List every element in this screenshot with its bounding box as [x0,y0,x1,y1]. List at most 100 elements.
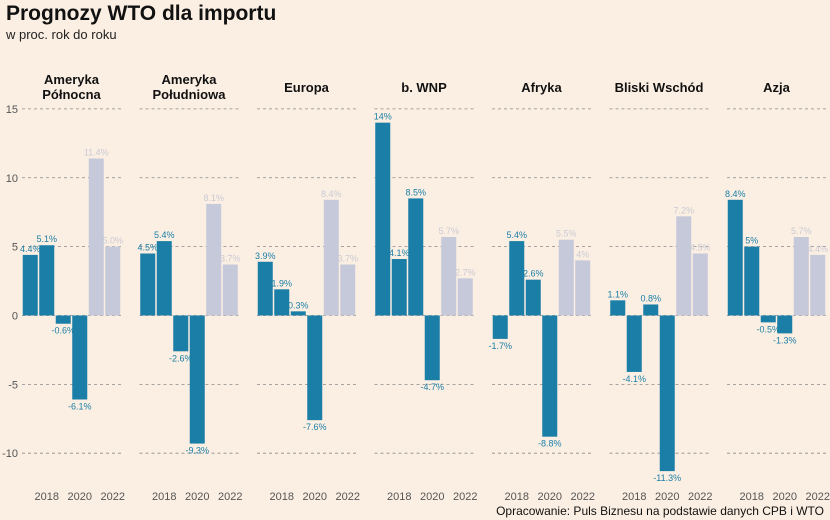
bar [156,241,172,316]
data-label: -0.6% [51,326,75,336]
bar [375,122,391,316]
bar [558,239,574,316]
data-label: 7.2% [673,205,694,215]
data-label: -2.6% [169,353,193,363]
y-tick-label: 15 [6,104,18,116]
facet-label: Bliski Wschód [615,80,704,95]
data-label: -8.8% [538,439,562,449]
data-label: 4.1% [389,248,410,258]
bar [55,315,71,324]
bar [441,236,457,316]
bar [22,254,38,316]
data-label: 5.1% [36,234,57,244]
data-label: -4.1% [622,374,646,384]
bar [222,264,238,316]
x-tick-label: 2018 [740,491,764,503]
bar [643,304,659,316]
data-label: -0.5% [756,324,780,334]
bar [274,289,290,316]
data-label: 5% [745,236,758,246]
bar [492,315,508,339]
bar [810,254,826,316]
bar [676,216,692,316]
x-tick-label: 2020 [538,491,562,503]
data-label: 5.5% [556,229,577,239]
data-label: 0.3% [288,300,309,310]
y-tick-label: 5 [12,242,18,254]
bar [509,241,525,316]
x-tick-label: 2018 [152,491,176,503]
data-label: -6.1% [68,401,92,411]
bar [206,203,222,316]
facet-label: Północna [42,87,101,102]
data-label: 3.7% [220,254,241,264]
data-label: 8.4% [321,189,342,199]
data-label: 5.0% [102,236,123,246]
data-label: 8.4% [725,189,746,199]
x-tick-label: 2022 [218,491,242,503]
bar [391,259,407,316]
x-tick-label: 2020 [773,491,797,503]
data-label: -1.7% [488,341,512,351]
bar [575,260,591,316]
bar [610,300,626,316]
data-label: 5.4% [154,230,175,240]
data-label: 8.1% [203,193,224,203]
bar [542,315,558,437]
x-tick-label: 2018 [270,491,294,503]
facet-label: b. WNP [401,80,447,95]
x-tick-label: 2020 [68,491,92,503]
x-tick-label: 2018 [505,491,529,503]
data-label: 1.1% [607,289,628,299]
data-label: 8.5% [405,187,426,197]
data-label: 4% [576,249,589,259]
y-tick-label: -5 [8,379,18,391]
bar [72,315,88,400]
bar [744,246,760,316]
x-tick-label: 2022 [806,491,830,503]
bar [525,279,541,316]
data-label: 5.7% [791,226,812,236]
x-tick-label: 2020 [655,491,679,503]
bar [626,315,642,372]
chart-title: Prognozy WTO dla importu [6,2,277,25]
bar [189,315,205,444]
chart-subtitle: w proc. rok do roku [6,27,117,42]
facet-label: Europa [284,80,330,95]
data-label: 4.5% [137,243,158,253]
bar [727,199,743,316]
data-label: 3.9% [255,251,276,261]
data-label: 2.7% [455,267,476,277]
bar [323,199,339,316]
bar [760,315,776,323]
bar [39,245,55,316]
facet-label: Południowa [153,87,227,102]
bar [659,315,675,472]
data-label: -1.3% [773,335,797,345]
bar [793,236,809,316]
bar [457,278,473,316]
bar [105,246,121,316]
data-label: -4.7% [420,382,444,392]
x-tick-label: 2018 [387,491,411,503]
bar [173,315,189,352]
facet-label: Azja [763,80,791,95]
x-tick-label: 2018 [35,491,59,503]
data-label: 4.5% [690,243,711,253]
data-label: 4.4% [807,244,828,254]
bar [140,253,156,316]
bar [257,261,273,316]
data-label: -7.6% [303,422,327,432]
x-tick-label: 2022 [101,491,125,503]
data-label: 3.7% [337,254,358,264]
bar [777,315,793,334]
facet-label: Afryka [521,80,562,95]
y-tick-label: -10 [2,448,18,460]
bar [88,158,104,316]
data-label: -11.3% [653,473,681,483]
bar [307,315,323,421]
x-tick-label: 2018 [622,491,646,503]
data-label: 11.4% [84,147,109,157]
data-label: 14% [374,112,392,122]
